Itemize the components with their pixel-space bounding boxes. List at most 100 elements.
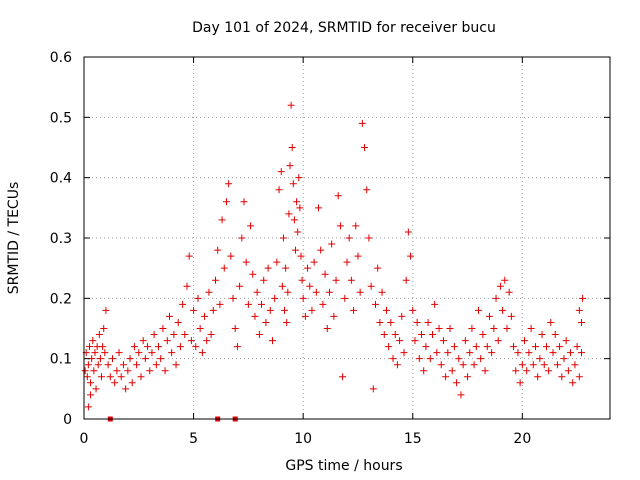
data-point xyxy=(96,355,104,363)
data-point xyxy=(525,349,533,357)
data-point xyxy=(573,343,581,351)
data-point xyxy=(157,355,165,363)
data-point xyxy=(84,403,92,411)
data-point xyxy=(284,288,292,296)
data-point xyxy=(317,246,325,254)
data-point xyxy=(287,101,295,109)
data-point xyxy=(393,361,401,369)
data-point xyxy=(477,355,485,363)
data-point xyxy=(92,385,100,393)
y-tick-label: 0.3 xyxy=(50,231,72,247)
data-point xyxy=(343,258,351,266)
data-point xyxy=(560,355,568,363)
y-tick-label: 0.2 xyxy=(50,291,72,307)
data-point xyxy=(229,294,237,302)
data-point xyxy=(378,288,386,296)
data-point xyxy=(222,198,230,206)
data-point xyxy=(115,349,123,357)
y-axis-label: SRMTID / TECUs xyxy=(6,182,22,295)
data-point xyxy=(350,306,358,314)
data-point xyxy=(459,361,467,369)
data-point xyxy=(475,306,482,314)
data-point xyxy=(289,180,297,188)
data-point xyxy=(400,349,408,357)
data-point xyxy=(275,186,283,194)
data-point xyxy=(334,192,342,200)
data-point xyxy=(281,306,289,314)
data-point xyxy=(323,325,331,332)
data-point xyxy=(488,349,496,357)
data-point xyxy=(296,204,304,212)
data-point xyxy=(159,325,167,332)
data-point xyxy=(113,367,121,375)
data-point xyxy=(345,234,353,242)
data-point xyxy=(108,355,116,363)
data-point xyxy=(83,373,91,381)
data-point xyxy=(510,343,518,351)
data-point xyxy=(283,318,291,326)
data-point xyxy=(266,306,274,314)
data-point xyxy=(485,312,493,320)
data-point xyxy=(347,276,355,284)
data-point xyxy=(294,228,302,236)
data-point xyxy=(470,361,478,369)
data-point xyxy=(242,258,250,266)
data-point xyxy=(534,373,542,381)
data-point xyxy=(207,331,215,339)
data-point xyxy=(409,306,417,314)
data-point xyxy=(165,312,173,320)
data-point xyxy=(102,306,110,314)
data-point xyxy=(433,349,441,357)
data-point xyxy=(106,373,114,381)
data-point xyxy=(81,367,89,375)
y-tick-label: 0.1 xyxy=(50,352,72,368)
data-point xyxy=(99,343,107,351)
chart-title: Day 101 of 2024, SRMTID for receiver buc… xyxy=(192,20,496,36)
data-point xyxy=(198,349,206,357)
data-point xyxy=(291,246,299,254)
data-point xyxy=(562,337,570,345)
data-point xyxy=(569,379,577,387)
data-point xyxy=(262,318,270,326)
data-point xyxy=(479,331,487,339)
data-point xyxy=(521,337,529,345)
data-point xyxy=(249,270,257,278)
data-point xyxy=(312,288,320,296)
data-point xyxy=(122,385,130,393)
data-point xyxy=(553,361,561,369)
data-point xyxy=(411,337,419,345)
data-point xyxy=(389,355,397,363)
data-point xyxy=(163,337,171,345)
data-point xyxy=(466,349,474,357)
data-point xyxy=(225,180,233,188)
data-point xyxy=(551,331,559,339)
data-point xyxy=(358,119,366,127)
data-point xyxy=(94,361,102,369)
data-point xyxy=(494,337,502,345)
data-point xyxy=(380,331,388,339)
data-point xyxy=(558,373,566,381)
data-point xyxy=(501,276,509,284)
data-point xyxy=(422,343,430,351)
x-tick-label: 15 xyxy=(404,431,422,447)
data-point xyxy=(192,343,200,351)
data-point xyxy=(227,252,235,260)
data-point xyxy=(435,325,443,332)
data-point xyxy=(301,312,309,320)
data-point xyxy=(490,325,498,332)
data-point xyxy=(268,337,276,345)
data-point xyxy=(575,306,583,314)
data-point xyxy=(437,361,445,369)
data-point xyxy=(240,198,248,206)
data-point xyxy=(308,306,316,314)
data-point xyxy=(220,264,228,272)
data-point xyxy=(481,367,489,375)
data-point xyxy=(170,331,178,339)
data-point xyxy=(361,144,369,151)
y-tick-label: 0.6 xyxy=(50,50,72,66)
data-point xyxy=(255,331,263,339)
data-point xyxy=(282,264,290,272)
data-point xyxy=(183,282,191,290)
data-point xyxy=(168,349,176,357)
data-point xyxy=(190,306,198,314)
